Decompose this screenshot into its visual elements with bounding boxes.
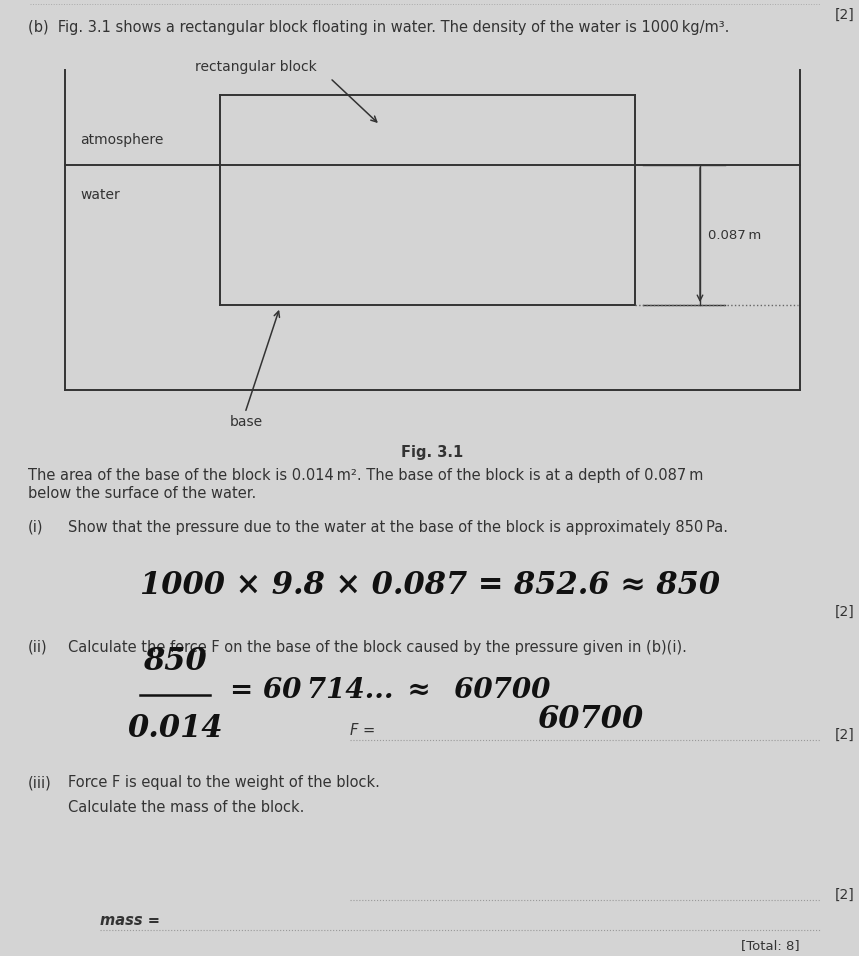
Text: The area of the base of the block is 0.014 m². The base of the block is at a dep: The area of the base of the block is 0.0…: [28, 468, 704, 483]
Text: Calculate the mass of the block.: Calculate the mass of the block.: [68, 800, 304, 815]
Text: below the surface of the water.: below the surface of the water.: [28, 486, 256, 501]
Text: (ii): (ii): [28, 640, 47, 655]
Text: water: water: [80, 188, 119, 202]
Text: 1000 × 9.8 × 0.087 = 852.6 ≈ 850: 1000 × 9.8 × 0.087 = 852.6 ≈ 850: [140, 570, 720, 601]
Text: 0.014: 0.014: [127, 713, 222, 744]
Text: [2]: [2]: [835, 8, 855, 22]
Text: [Total: 8]: [Total: 8]: [741, 939, 800, 952]
Text: 60700: 60700: [537, 704, 643, 735]
Text: = 60 714... ≈  60700: = 60 714... ≈ 60700: [230, 677, 551, 704]
Text: Force F is equal to the weight of the block.: Force F is equal to the weight of the bl…: [68, 775, 380, 790]
Text: rectangular block: rectangular block: [195, 60, 317, 74]
Text: (i): (i): [28, 520, 44, 535]
Text: [2]: [2]: [835, 605, 855, 619]
Text: 0.087 m: 0.087 m: [708, 228, 761, 242]
Text: [2]: [2]: [835, 728, 855, 742]
Text: 850: 850: [143, 646, 207, 677]
Text: Fig. 3.1: Fig. 3.1: [401, 445, 464, 460]
Text: (b)  Fig. 3.1 shows a rectangular block floating in water. The density of the wa: (b) Fig. 3.1 shows a rectangular block f…: [28, 20, 729, 35]
Text: [2]: [2]: [835, 888, 855, 902]
Text: base: base: [230, 415, 263, 429]
Text: atmosphere: atmosphere: [80, 133, 163, 147]
Text: (iii): (iii): [28, 775, 52, 790]
Text: Show that the pressure due to the water at the base of the block is approximatel: Show that the pressure due to the water …: [68, 520, 728, 535]
Text: F =: F =: [350, 723, 380, 738]
Text: mass =: mass =: [100, 913, 165, 928]
Text: Calculate the force F on the base of the block caused by the pressure given in (: Calculate the force F on the base of the…: [68, 640, 687, 655]
